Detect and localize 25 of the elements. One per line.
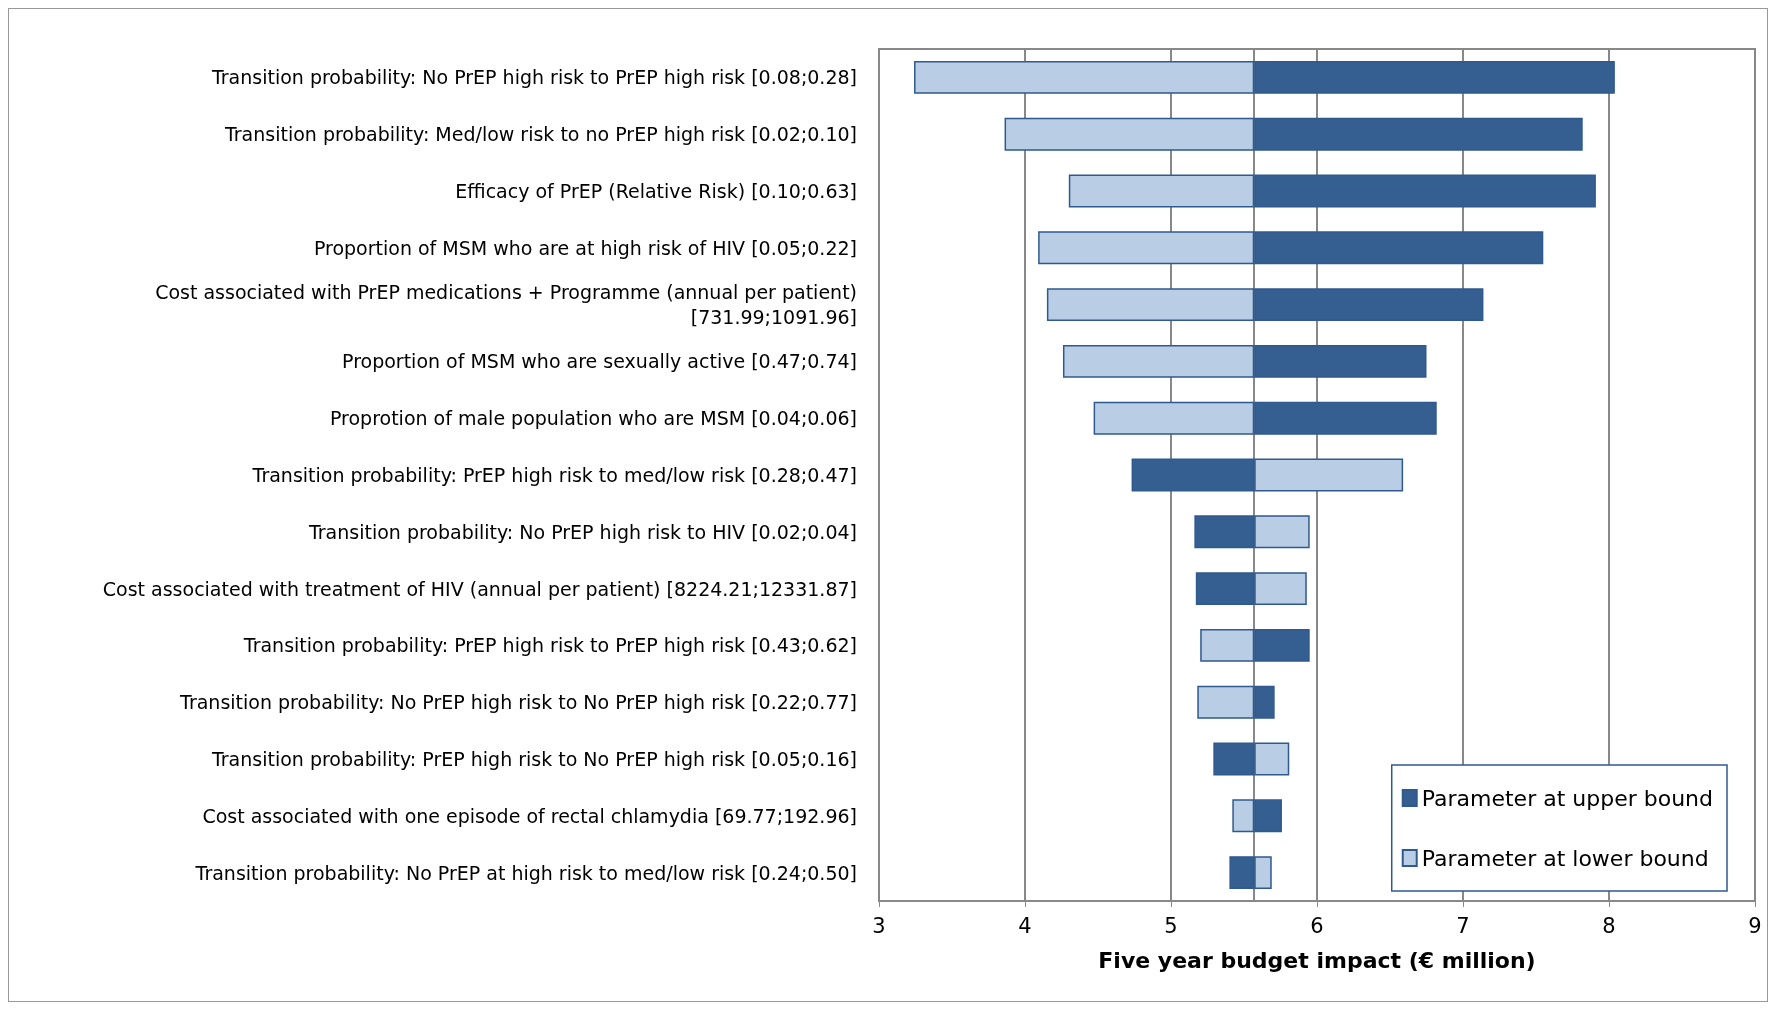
x-tick-label: 5: [1164, 913, 1178, 938]
y-tick-label: Proprotion of male population who are MSM [0.04;0.06]: [329, 407, 857, 430]
x-tick-label: 7: [1456, 913, 1470, 938]
y-tick-label: Proportion of MSM who are at high risk of HIV [0.05;0.22]: [313, 236, 857, 259]
y-tick-label: Transition probability: No PrEP high risk to HIV [0.02;0.04]: [307, 520, 857, 543]
y-tick-label: Proportion of MSM who are sexually active [0.47;0.74]: [342, 350, 857, 373]
y-tick-label: Efficacy of PrEP (Relative Risk) [0.10;0.63]: [455, 180, 857, 202]
x-tick-label: 8: [1602, 913, 1616, 938]
y-tick-label: Cost associated with one episode of rectal chlamydia [69.77;192.96]: [202, 804, 857, 827]
y-tick-label: Transition probability: No PrEP high risk to No PrEP high risk [0.22;0.77]: [179, 691, 857, 714]
y-tick-label: Cost associated with PrEP medications + Programme (annual per patient) [731.99;1091.96]: [155, 281, 857, 329]
y-tick-label: Transition probability: PrEP high risk to med/low risk [0.28;0.47]: [251, 464, 857, 486]
legend-label: Parameter at lower bound: [1421, 845, 1709, 871]
x-tick-label: 6: [1310, 913, 1324, 938]
legend-label: Parameter at upper bound: [1421, 785, 1714, 811]
x-tick-label: 3: [872, 913, 886, 938]
x-tick-label: 9: [1748, 913, 1762, 938]
x-tick-label: 4: [1018, 913, 1032, 938]
y-tick-label: Transition probability: PrEP high risk to PrEP high risk [0.43;0.62]: [242, 634, 857, 657]
y-tick-label: Transition probability: No PrEP high risk to PrEP high risk [0.08;0.28]: [210, 66, 857, 89]
y-tick-label: Transition probability: PrEP high risk to No PrEP high risk [0.05;0.16]: [210, 748, 857, 770]
x-axis-title: Five year budget impact (€ million): [1098, 947, 1536, 973]
y-tick-label: Cost associated with treatment of HIV (annual per patient) [8224.21;12331.87]: [102, 577, 857, 600]
y-tick-label: Transition probability: Med/low risk to no PrEP high risk [0.02;0.10]: [223, 123, 857, 146]
y-tick-label: Transition probability: No PrEP at high risk to med/low risk [0.24;0.50]: [194, 861, 857, 884]
